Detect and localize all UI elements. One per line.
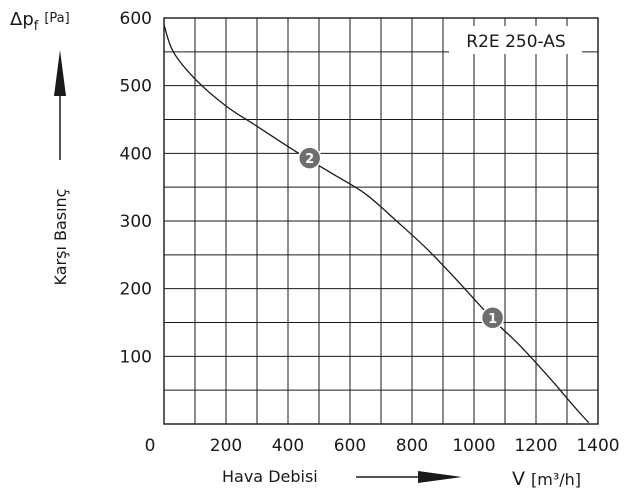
model-label: R2E 250-AS [466,32,565,52]
x-axis-arrow [356,471,462,483]
svg-text:Δpf[Pa]: Δpf [Pa] [10,9,70,34]
x-tick-label: 1400 [576,436,619,456]
operating-point-label: 2 [305,152,314,167]
y-symbol-subscript: f [34,19,39,34]
x-axis-title: Hava Debisi [222,467,318,486]
x-tick-label: 600 [334,436,366,456]
grid [163,17,599,425]
model-label-background [449,26,582,54]
y-axis-symbol: Δpf [Pa] [10,9,70,34]
tick-labels: 100 200 300 400 500 600 0 200 400 600 800 1000 1200 1… [120,9,620,456]
y-unit: [Pa] [44,11,69,26]
operating-point-2: 2 [297,146,322,170]
series-line-0 [163,24,590,424]
x-tick-label: 1000 [452,436,495,456]
y-tick-label: 400 [120,144,152,164]
operating-points: 12 [297,146,505,330]
x-tick-label: 800 [396,436,428,456]
x-tick-label: 1200 [514,436,557,456]
y-tick-label: 200 [120,280,152,300]
y-tick-label: 300 [120,212,152,232]
operating-point-marker [480,306,505,330]
operating-point-label: 1 [488,312,497,327]
y-axis-title: Karşı Basınç [51,189,70,286]
plot-frame [163,17,599,425]
y-tick-label: 500 [120,77,152,97]
x-tick-label: 200 [210,436,242,456]
x-unit: [m³/h] [531,470,581,489]
y-tick-label: 100 [120,347,152,367]
x-arrow-head [418,471,462,483]
y-axis-arrow [54,50,66,160]
operating-point-1: 1 [480,306,505,330]
x-tick-label: 0 [145,436,156,456]
x-unit-symbol: V [512,468,525,490]
y-arrow-head [54,50,66,96]
operating-point-marker [297,146,322,170]
y-symbol: Δp [10,9,34,30]
y-tick-label: 600 [120,9,152,29]
x-tick-label: 400 [272,436,304,456]
svg-text:V[m³/h]: V [m³/h] [512,468,581,490]
curve-layer [163,24,590,424]
model-label-box: R2E 250-AS [449,26,582,54]
